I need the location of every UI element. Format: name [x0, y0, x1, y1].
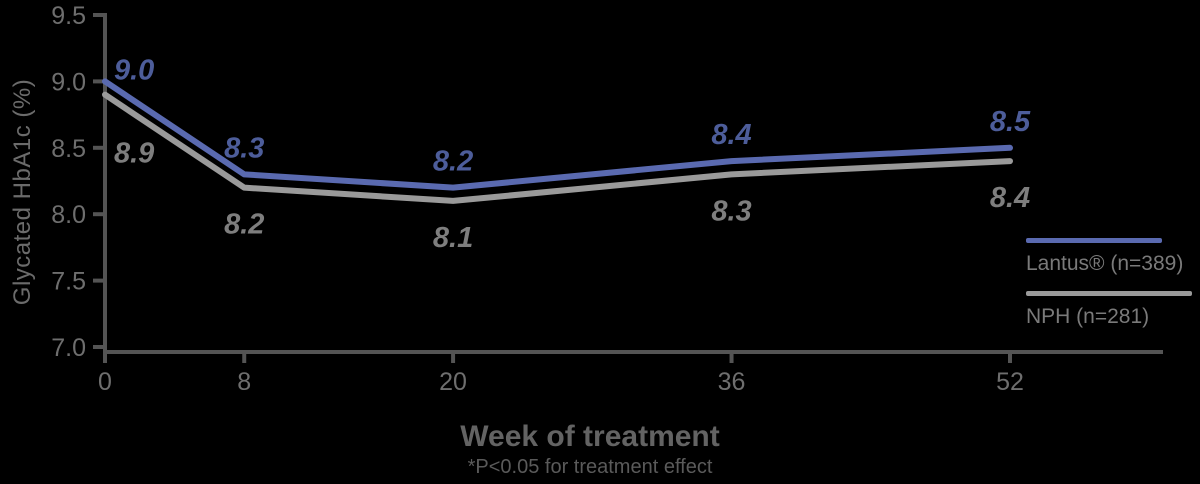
- legend-label-nph: NPH (n=281): [1026, 305, 1150, 328]
- point-label-gray: 8.2: [224, 209, 264, 241]
- point-label-gray: 8.3: [711, 195, 751, 227]
- y-tick-label: 8.5: [51, 135, 86, 163]
- point-label-blue: 8.4: [711, 119, 751, 151]
- y-tick-label: 7.0: [51, 334, 86, 362]
- y-tick-label: 9.5: [51, 2, 86, 30]
- legend-entry-nph: NPH (n=281): [1026, 291, 1200, 330]
- legend-entry-lantus: Lantus® (n=389): [1026, 238, 1200, 277]
- y-tick-label: 9.0: [51, 68, 86, 96]
- x-tick-label: 0: [98, 368, 112, 396]
- x-tick-label: 36: [718, 368, 746, 396]
- legend-line-swatch-gray: [1026, 291, 1192, 296]
- series-line-gray: [102, 91, 1013, 204]
- legend-label-lantus: Lantus® (n=389): [1026, 252, 1184, 275]
- x-tick-label: 52: [996, 368, 1024, 396]
- point-label-blue: 8.2: [433, 146, 473, 178]
- point-label-gray: 8.4: [990, 182, 1030, 214]
- y-axis-label: Glycated HbA1c (%): [9, 78, 36, 306]
- x-tick-label: 8: [237, 368, 251, 396]
- y-tick-label: 7.5: [51, 268, 86, 296]
- x-axis-footnote: *P<0.05 for treatment effect: [467, 456, 713, 478]
- x-tick-label: 20: [439, 368, 467, 396]
- point-label-gray: 8.9: [114, 138, 154, 170]
- x-axis-label: Week of treatment: [460, 420, 720, 453]
- series-line-blue: [102, 78, 1013, 191]
- point-label-blue: 9.0: [114, 54, 154, 86]
- point-label-blue: 8.5: [990, 106, 1031, 138]
- point-label-blue: 8.3: [224, 132, 264, 164]
- y-tick-label: 8.0: [51, 201, 86, 229]
- point-label-gray: 8.1: [433, 222, 473, 254]
- legend: Lantus® (n=389) NPH (n=281): [1026, 238, 1200, 344]
- legend-line-swatch-blue: [1026, 238, 1162, 243]
